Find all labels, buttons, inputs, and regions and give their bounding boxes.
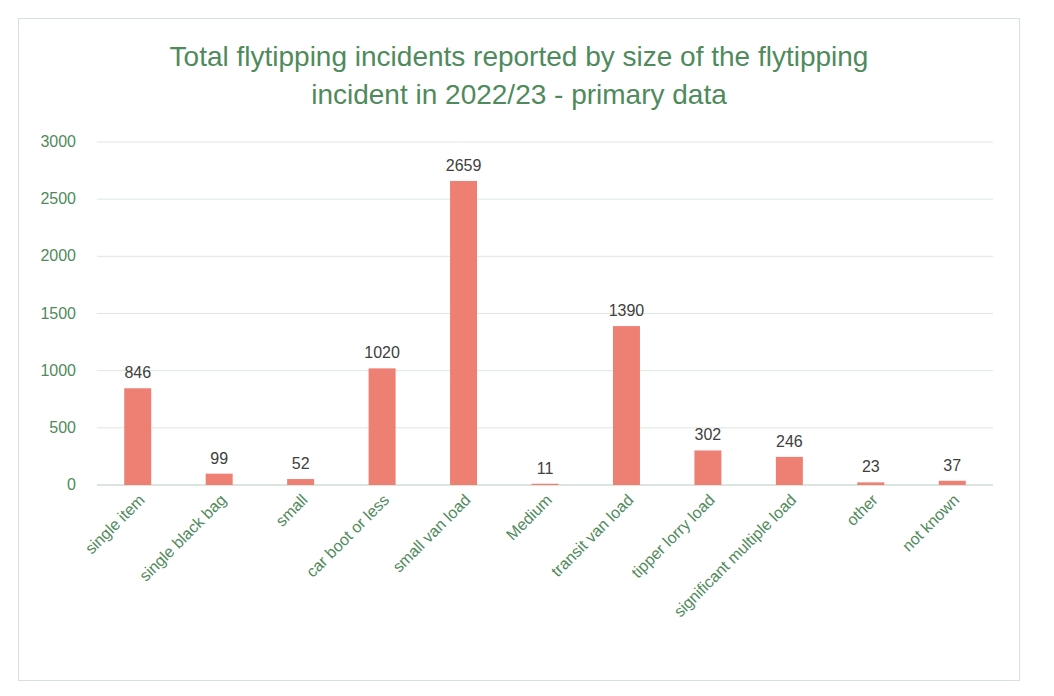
data-label: 302 xyxy=(695,426,722,443)
data-label: 2659 xyxy=(446,157,482,174)
x-tick-label: small van load xyxy=(389,491,473,575)
bar xyxy=(939,481,966,485)
title: Total flytipping incidents reported by s… xyxy=(170,41,869,110)
y-tick-label: 2500 xyxy=(40,190,76,207)
grid-line xyxy=(97,313,993,314)
y-tick-label: 0 xyxy=(67,476,76,493)
data-label: 23 xyxy=(862,458,880,475)
grid-line xyxy=(97,199,993,200)
x-tick-label: single item xyxy=(82,491,148,557)
bar xyxy=(613,326,640,485)
bar xyxy=(532,484,559,485)
grid-line xyxy=(97,370,993,371)
data-label: 1390 xyxy=(609,302,645,319)
y-tick-label: 3000 xyxy=(40,133,76,150)
page: {"chart_data": {"type": "bar", "title": … xyxy=(0,0,1054,696)
x-tick-label: tipper lorry load xyxy=(628,491,718,581)
chart-frame xyxy=(19,19,1020,681)
x-tick-label: not known xyxy=(899,491,963,555)
x-tick-label: significant multiple load xyxy=(670,491,799,620)
bar xyxy=(124,388,151,485)
bar xyxy=(287,479,314,485)
x-tick-label: other xyxy=(843,491,881,529)
x-tick-label: car boot or less xyxy=(303,491,392,580)
data-label: 37 xyxy=(943,457,961,474)
x-tick-label: Medium xyxy=(503,491,555,543)
bar xyxy=(694,450,721,485)
x-tick-label: single black bag xyxy=(136,491,229,584)
data-label: 1020 xyxy=(364,344,400,361)
grid-line xyxy=(97,427,993,428)
y-tick-label: 1000 xyxy=(40,362,76,379)
bar xyxy=(857,482,884,485)
title-line: incident in 2022/23 - primary data xyxy=(311,79,727,110)
grid-line xyxy=(97,256,993,257)
bar xyxy=(450,181,477,485)
bars xyxy=(124,181,966,485)
y-tick-label: 500 xyxy=(49,419,76,436)
y-tick-label: 2000 xyxy=(40,247,76,264)
data-label: 246 xyxy=(776,433,803,450)
bar xyxy=(206,474,233,485)
bar xyxy=(776,457,803,485)
data-label: 52 xyxy=(292,455,310,472)
data-label: 99 xyxy=(210,450,228,467)
bar xyxy=(369,368,396,485)
x-tick-label: transit van load xyxy=(548,491,637,580)
data-label: 11 xyxy=(537,460,554,477)
x-tick-label: small xyxy=(272,491,310,529)
grid-line xyxy=(97,142,993,143)
chart: Total flytipping incidents reported by s… xyxy=(0,0,1054,696)
title-line: Total flytipping incidents reported by s… xyxy=(170,41,869,72)
y-tick-label: 1500 xyxy=(40,305,76,322)
data-label: 846 xyxy=(124,364,151,381)
